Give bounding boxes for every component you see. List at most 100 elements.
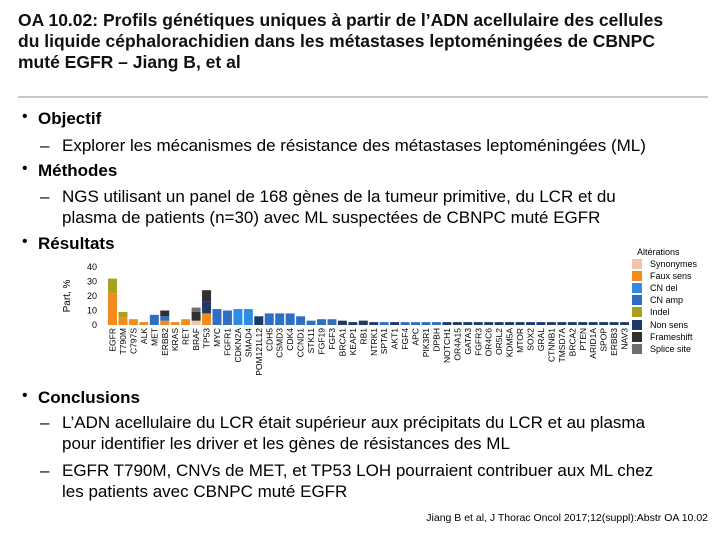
x-tick-label: NTRK1 [369,328,379,356]
bar-segment [515,322,525,325]
bar-segment [431,322,441,325]
bar-segment [108,278,117,294]
bar-segment [202,313,212,325]
title-divider [18,96,708,98]
legend-item: CN amp [632,294,697,306]
bar-segment [442,322,452,325]
x-tick-label: T790M [118,328,128,354]
legend-item: Splice site [632,343,697,355]
heading-conclusions: Conclusions [38,388,141,407]
bar-segment [285,313,295,325]
x-tick-label: CDK4 [285,328,295,351]
legend-label: Faux sens [650,271,692,282]
bar-segment [390,322,400,325]
bar-segment [254,316,264,325]
legend-label: Indel [650,307,670,318]
bar-segment [505,322,515,325]
legend-item: CN del [632,282,697,294]
legend-swatch [632,319,642,330]
x-tick-label: TMSD7A [557,328,567,363]
y-tick-label: 0 [92,320,97,330]
bar-segment [567,322,577,325]
x-tick-label: GRAL [536,328,546,351]
bar-segment [358,320,368,325]
x-tick-label: FGF4 [400,328,410,350]
heading-methodes: Méthodes [38,161,118,180]
x-tick-label: AKT1 [390,328,400,350]
x-tick-label: RET [181,328,191,345]
bar-segment [202,301,212,314]
dash-icon: – [40,413,50,432]
x-tick-label: NAV3 [620,328,630,350]
x-tick-label: BRCA2 [567,328,577,357]
bar-segment [369,322,379,325]
legend-swatch [632,259,642,270]
slide-title: OA 10.02: Profils génétiques uniques à p… [18,10,664,72]
legend-label: CN amp [650,295,684,306]
chart-legend: Synonymes Faux sens CN del CN amp Indel Non s… [632,258,697,355]
y-tick-label: 10 [87,306,97,316]
x-tick-label: SPTA1 [379,328,389,355]
x-tick-label: KRAS [170,328,180,351]
y-tick-label: 30 [87,277,97,287]
x-tick-label: C797S [128,328,138,354]
bullet-icon: • [22,108,28,125]
x-tick-label: CTNNB1 [546,328,556,362]
bar-segment [484,322,494,325]
bar-segment [128,319,138,325]
bar-segment [222,310,232,325]
bar-segment [578,322,588,325]
legend-item: Non sens [632,318,697,330]
x-tick-label: FGFR3 [473,328,483,356]
x-tick-label: ALK [139,328,149,344]
x-tick-label: TP53 [202,328,212,349]
bullet-icon: • [22,387,28,404]
bar-segment [160,320,170,325]
legend-swatch [632,343,642,354]
x-tick-label: SOX2 [526,328,536,351]
bar-segment [317,319,326,325]
x-tick-label: ARID1A [588,328,598,359]
bar-segment [108,293,117,325]
bar-segment [411,322,421,325]
x-tick-label: STK11 [306,328,316,354]
bar-segment [536,322,546,325]
citation-footer: Jiang B et al, J Thorac Oncol 2017;12(su… [426,512,708,524]
bar-segment [327,319,337,325]
bar-segment [170,322,180,325]
x-tick-label: PTEN [578,328,588,351]
legend-item: Indel [632,306,697,318]
bar-segment [191,311,201,321]
legend-swatch [632,331,642,342]
legend-label: CN del [650,283,678,294]
bullet-icon: • [22,160,28,177]
x-tick-label: CCND1 [296,328,306,358]
bar-segment [452,322,462,325]
heading-resultats: Résultats [38,234,115,253]
bar-segment [337,320,347,325]
legend-swatch [632,271,642,282]
x-tick-label: KEAP1 [348,328,358,356]
x-tick-label: SMAD4 [243,328,253,358]
x-tick-label: RB1 [358,328,368,345]
x-tick-label: SPOP [599,328,609,352]
legend-item: Synonymes [632,258,697,270]
x-tick-label: NOTCH1 [442,328,452,363]
bar-segment [526,322,535,325]
bar-segment [243,309,253,325]
bar-segment [546,322,556,325]
bar-segment [233,309,243,325]
bar-segment [139,322,149,325]
bar-segment [421,322,431,325]
legend-item: Faux sens [632,270,697,282]
bar-segment [348,322,358,325]
x-tick-label: OR4A15 [452,328,462,361]
x-tick-label: MET [149,328,159,346]
bar-segment [264,313,274,325]
bullet-icon: • [22,233,28,250]
x-tick-label: MTOR [515,328,525,353]
x-tick-label: DPBH [431,328,441,352]
methodes-text-line1: NGS utilisant un panel de 168 gènes de l… [62,187,616,206]
bar-segment [588,322,598,325]
legend-label: Frameshift [650,331,693,342]
